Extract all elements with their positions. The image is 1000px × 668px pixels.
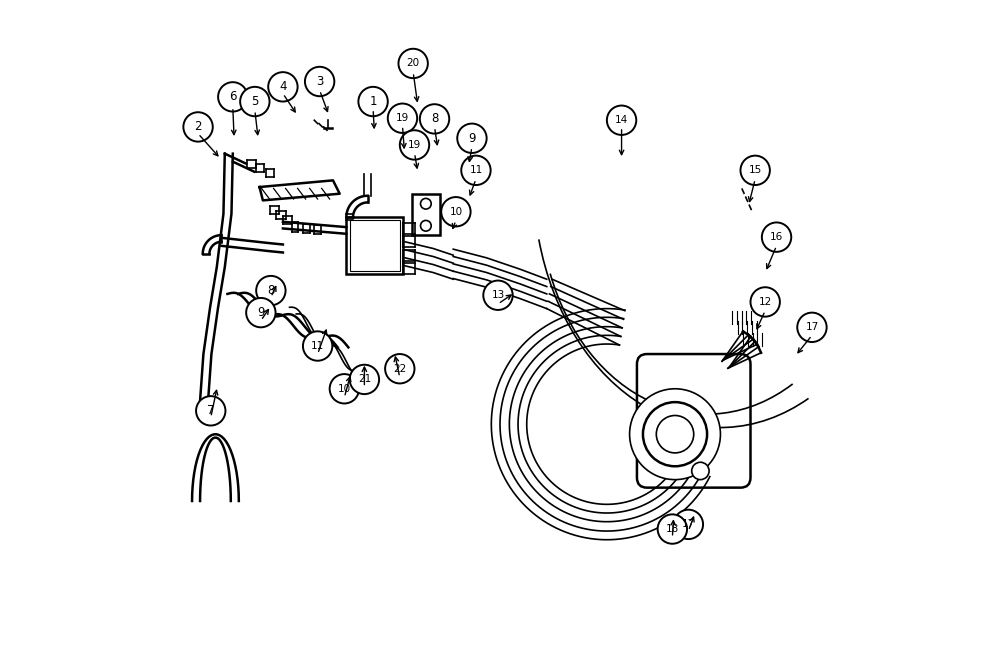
Text: 3: 3 bbox=[316, 75, 323, 88]
Circle shape bbox=[183, 112, 213, 142]
Bar bbox=[350, 220, 400, 271]
Text: 9: 9 bbox=[468, 132, 476, 145]
Circle shape bbox=[441, 197, 471, 226]
Text: 15: 15 bbox=[749, 166, 762, 175]
Text: 12: 12 bbox=[759, 297, 772, 307]
Text: 17: 17 bbox=[805, 323, 819, 332]
Text: 7: 7 bbox=[207, 404, 215, 418]
Text: 10: 10 bbox=[338, 384, 351, 393]
Circle shape bbox=[385, 354, 414, 383]
Circle shape bbox=[461, 156, 491, 185]
Text: 16: 16 bbox=[770, 232, 783, 242]
Circle shape bbox=[218, 82, 247, 112]
Text: 21: 21 bbox=[358, 375, 371, 384]
Text: 2: 2 bbox=[194, 120, 202, 134]
Text: 8: 8 bbox=[267, 284, 275, 297]
Circle shape bbox=[246, 298, 276, 327]
Circle shape bbox=[797, 313, 827, 342]
Circle shape bbox=[643, 402, 707, 466]
Text: 4: 4 bbox=[279, 80, 287, 94]
Text: 22: 22 bbox=[393, 364, 406, 373]
Circle shape bbox=[400, 130, 429, 160]
Text: 13: 13 bbox=[491, 291, 505, 300]
Circle shape bbox=[421, 198, 431, 209]
Circle shape bbox=[607, 106, 636, 135]
Bar bbox=[412, 194, 440, 235]
Circle shape bbox=[240, 87, 270, 116]
Circle shape bbox=[398, 49, 428, 78]
Text: 18: 18 bbox=[666, 524, 679, 534]
Circle shape bbox=[303, 331, 332, 361]
Circle shape bbox=[305, 67, 334, 96]
Circle shape bbox=[483, 281, 513, 310]
Circle shape bbox=[388, 104, 417, 133]
Bar bbox=[346, 217, 403, 274]
Circle shape bbox=[762, 222, 791, 252]
Circle shape bbox=[196, 396, 225, 426]
Circle shape bbox=[740, 156, 770, 185]
Text: 11: 11 bbox=[469, 166, 483, 175]
Text: 1: 1 bbox=[369, 95, 377, 108]
Circle shape bbox=[420, 104, 449, 134]
Circle shape bbox=[750, 287, 780, 317]
Circle shape bbox=[421, 220, 431, 231]
Text: 9: 9 bbox=[257, 306, 265, 319]
Text: 20: 20 bbox=[407, 59, 420, 68]
Circle shape bbox=[658, 514, 687, 544]
Text: 19: 19 bbox=[396, 114, 409, 123]
Text: 5: 5 bbox=[251, 95, 259, 108]
Text: 17: 17 bbox=[682, 520, 695, 529]
Text: 11: 11 bbox=[311, 341, 324, 351]
Circle shape bbox=[630, 389, 720, 480]
Circle shape bbox=[330, 374, 359, 403]
Text: 14: 14 bbox=[615, 116, 628, 125]
Circle shape bbox=[350, 365, 379, 394]
Circle shape bbox=[268, 72, 298, 102]
Circle shape bbox=[674, 510, 703, 539]
Text: 8: 8 bbox=[431, 112, 438, 126]
Circle shape bbox=[457, 124, 487, 153]
Circle shape bbox=[358, 87, 388, 116]
Circle shape bbox=[256, 276, 286, 305]
Circle shape bbox=[656, 415, 694, 453]
Circle shape bbox=[692, 462, 709, 480]
Text: 6: 6 bbox=[229, 90, 237, 104]
Text: 19: 19 bbox=[408, 140, 421, 150]
Text: 10: 10 bbox=[449, 207, 462, 216]
